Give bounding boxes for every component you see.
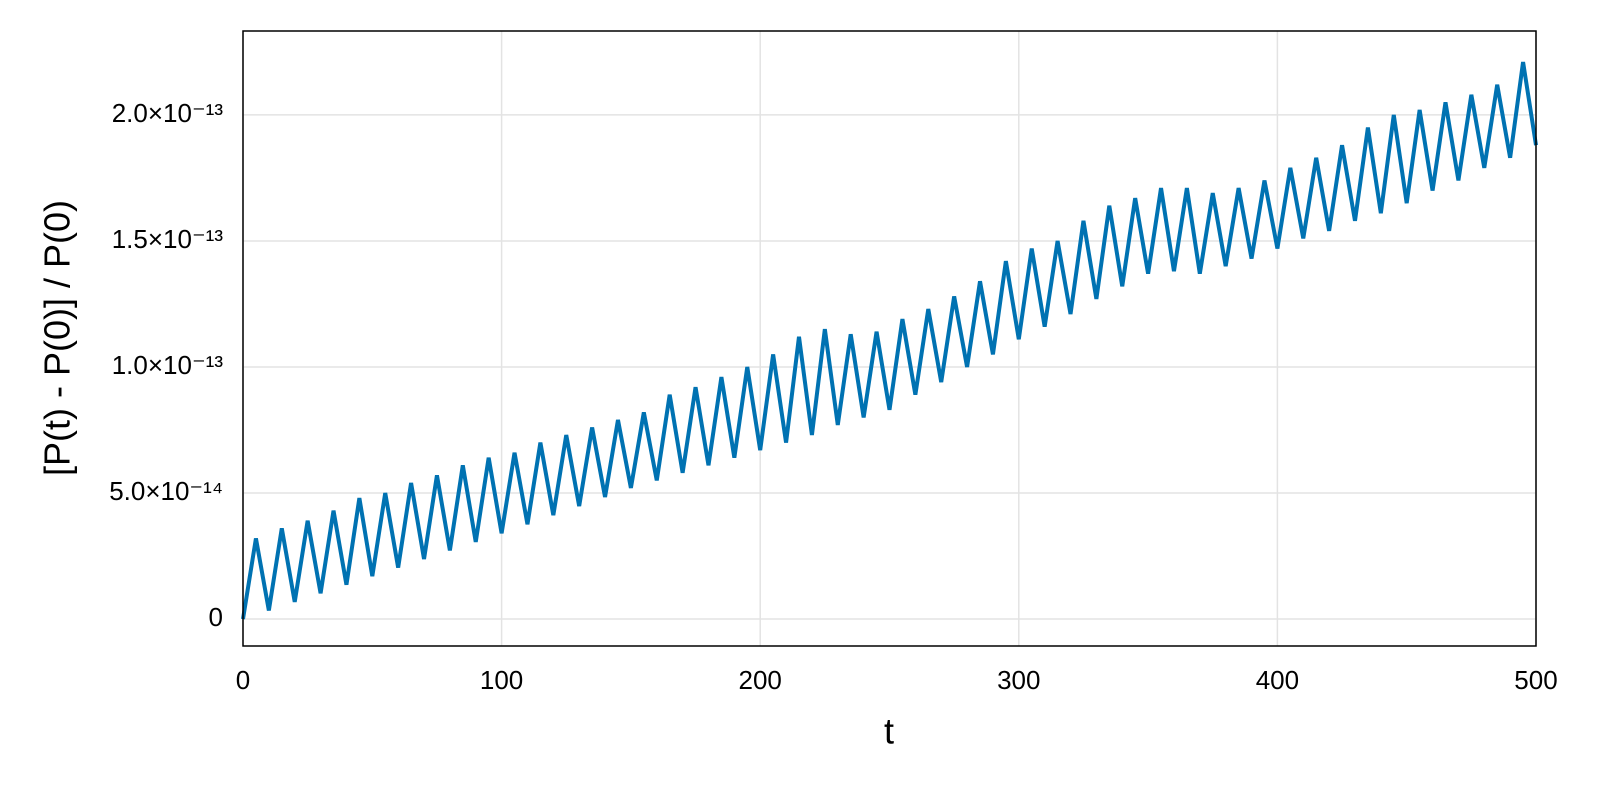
data-line: [241, 61, 1538, 620]
y-axis-label: [P(t) - P(0)] / P(0): [37, 200, 78, 476]
plot-frame: [242, 30, 1537, 647]
y-tick-label: 1.0×10⁻¹³: [112, 350, 224, 380]
y-tick-label: 0: [209, 602, 223, 632]
x-tick-label: 500: [1514, 665, 1557, 695]
y-tick-label: 5.0×10⁻¹⁴: [109, 476, 223, 506]
x-tick-label: 100: [480, 665, 523, 695]
x-tick-label: 200: [739, 665, 782, 695]
y-tick-label: 1.5×10⁻¹³: [112, 224, 224, 254]
x-axis-label: t: [884, 711, 894, 752]
y-tick-label: 2.0×10⁻¹³: [112, 98, 224, 128]
x-tick-label: 400: [1256, 665, 1299, 695]
x-tick-label: 300: [997, 665, 1040, 695]
x-tick-label: 0: [236, 665, 250, 695]
